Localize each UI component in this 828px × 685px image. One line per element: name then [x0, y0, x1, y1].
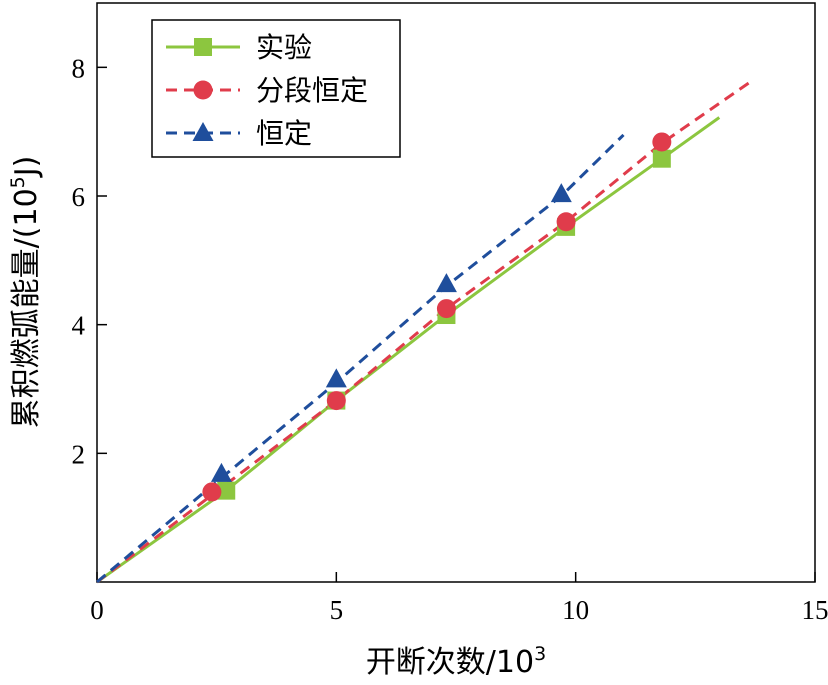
legend-label-1: 实验	[256, 31, 312, 64]
series-2-marker	[436, 299, 456, 319]
legend-label-2: 分段恒定	[256, 74, 368, 107]
legend-marker-1	[194, 38, 212, 56]
y-tick-label: 4	[72, 311, 86, 341]
series-line-3	[96, 133, 625, 584]
y-tick-label: 8	[72, 53, 86, 83]
x-tick-label: 0	[90, 595, 104, 625]
series-2-marker	[326, 391, 346, 411]
legend-marker-2	[193, 80, 213, 100]
legend-label-3: 恒定	[256, 117, 312, 150]
x-tick-label: 15	[802, 595, 828, 625]
series-1-marker	[217, 481, 236, 500]
plot-frame	[96, 2, 816, 583]
series-2-marker	[556, 212, 576, 232]
series-3-marker	[325, 368, 347, 388]
x-tick-label: 5	[330, 595, 344, 625]
y-tick-label: 6	[72, 182, 86, 212]
legend-marker-3	[192, 122, 214, 141]
series-3-marker	[550, 183, 572, 203]
series-markers	[202, 132, 672, 502]
x-axis-title: 开断次数/103	[366, 643, 546, 680]
series-2-marker	[202, 482, 222, 502]
series-2-marker	[652, 132, 672, 152]
axis-ticks: 0 5 10 15 2 4 6 8	[72, 53, 828, 625]
series-3-marker	[210, 462, 232, 482]
series-3-marker	[435, 273, 457, 293]
y-axis-title: 累积燃弧能量/(105J)	[7, 156, 44, 429]
series-1-marker	[652, 149, 671, 168]
y-tick-label: 2	[72, 439, 86, 469]
x-tick-label: 10	[562, 595, 589, 625]
